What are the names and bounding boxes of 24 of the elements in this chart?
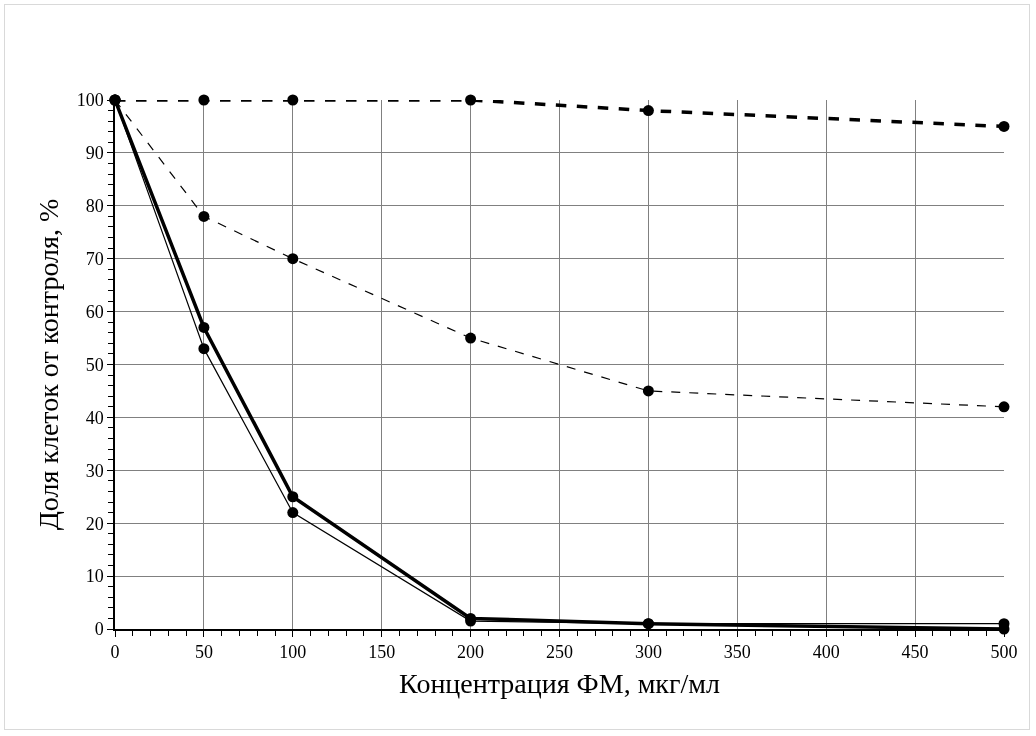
x-axis-title: Концентрация ФМ, мкг/мл — [399, 667, 720, 699]
y-tick-label: 90 — [85, 143, 104, 164]
y-tick-label: 40 — [85, 407, 104, 428]
y-tick-label: 30 — [85, 460, 104, 481]
x-tick-label: 350 — [723, 642, 751, 663]
y-tick-label: 10 — [85, 566, 104, 587]
y-tick-label: 50 — [85, 354, 104, 375]
x-tick-label: 200 — [457, 642, 485, 663]
x-tick-label: 500 — [990, 642, 1018, 663]
y-tick-label: 80 — [85, 196, 104, 217]
x-tick-label: 100 — [279, 642, 307, 663]
x-tick-label: 400 — [812, 642, 840, 663]
y-tick-label: 100 — [76, 90, 104, 111]
y-tick-label: 60 — [85, 301, 104, 322]
x-tick-label: 150 — [368, 642, 396, 663]
x-tick-label: 50 — [194, 642, 213, 663]
y-tick-label: 0 — [94, 619, 104, 640]
y-tick-label: 20 — [85, 513, 104, 534]
y-axis-title: Доля клеток от контроля, % — [32, 198, 64, 531]
y-tick-label: 70 — [85, 249, 104, 269]
x-tick-label: 250 — [546, 642, 573, 663]
x-tick-label: 450 — [901, 642, 929, 663]
x-tick-label: 0 — [110, 642, 120, 663]
x-tick-label: 300 — [634, 642, 662, 663]
